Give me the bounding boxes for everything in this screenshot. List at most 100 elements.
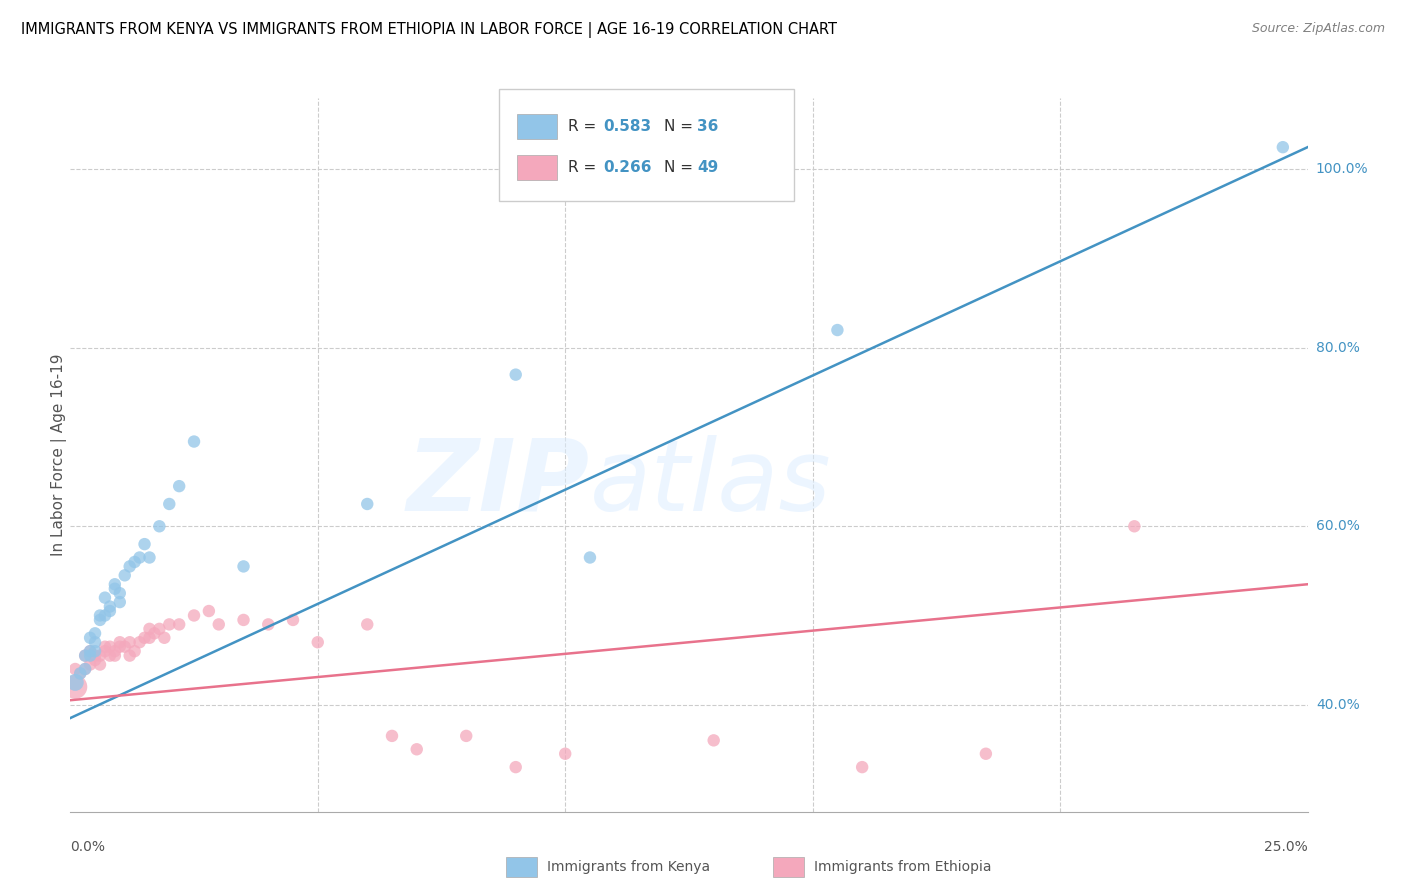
Point xyxy=(157,617,180,632)
Point xyxy=(94,608,117,623)
Point xyxy=(232,559,254,574)
Point xyxy=(98,604,121,618)
Point xyxy=(89,608,111,623)
Point xyxy=(118,559,141,574)
Point xyxy=(134,631,156,645)
Point xyxy=(104,648,127,663)
Text: 0.266: 0.266 xyxy=(603,160,651,175)
Point xyxy=(307,635,329,649)
Point xyxy=(128,635,150,649)
Point xyxy=(1271,140,1294,154)
Point xyxy=(148,519,170,533)
Point xyxy=(104,644,127,658)
Point xyxy=(79,657,101,672)
Point xyxy=(148,622,170,636)
Point xyxy=(198,604,221,618)
Point xyxy=(356,497,378,511)
Text: N =: N = xyxy=(664,119,697,134)
Point xyxy=(138,631,160,645)
Point xyxy=(79,648,101,663)
Point xyxy=(84,653,107,667)
Text: ZIP: ZIP xyxy=(406,435,591,532)
Point xyxy=(65,680,87,694)
Point xyxy=(183,608,205,623)
Point xyxy=(138,622,160,636)
Point xyxy=(69,666,91,681)
Text: 100.0%: 100.0% xyxy=(1316,162,1368,177)
Point xyxy=(505,760,527,774)
Point xyxy=(75,648,97,663)
Point xyxy=(118,635,141,649)
Point xyxy=(84,635,107,649)
Text: R =: R = xyxy=(568,119,602,134)
Point xyxy=(114,640,136,654)
Point xyxy=(118,648,141,663)
Text: 25.0%: 25.0% xyxy=(1264,840,1308,855)
Point xyxy=(124,644,146,658)
Point xyxy=(114,568,136,582)
Point xyxy=(94,644,117,658)
Point xyxy=(104,582,127,596)
Point xyxy=(98,599,121,614)
Point xyxy=(79,644,101,658)
Point xyxy=(94,640,117,654)
Point xyxy=(257,617,280,632)
Text: 60.0%: 60.0% xyxy=(1316,519,1360,533)
Point xyxy=(138,550,160,565)
Point xyxy=(208,617,231,632)
Text: IMMIGRANTS FROM KENYA VS IMMIGRANTS FROM ETHIOPIA IN LABOR FORCE | AGE 16-19 COR: IMMIGRANTS FROM KENYA VS IMMIGRANTS FROM… xyxy=(21,22,837,38)
Text: Immigrants from Kenya: Immigrants from Kenya xyxy=(547,860,710,874)
Point xyxy=(128,550,150,565)
Text: atlas: atlas xyxy=(591,435,831,532)
Point xyxy=(554,747,576,761)
Text: N =: N = xyxy=(664,160,697,175)
Point xyxy=(1123,519,1146,533)
Point xyxy=(153,631,176,645)
Point xyxy=(703,733,725,747)
Point xyxy=(98,648,121,663)
Point xyxy=(124,555,146,569)
Text: 80.0%: 80.0% xyxy=(1316,341,1360,355)
Point xyxy=(851,760,873,774)
Point xyxy=(405,742,427,756)
Point xyxy=(183,434,205,449)
Point xyxy=(579,550,602,565)
Point xyxy=(134,537,156,551)
Text: R =: R = xyxy=(568,160,602,175)
Text: 0.583: 0.583 xyxy=(603,119,651,134)
Point xyxy=(232,613,254,627)
Text: 49: 49 xyxy=(697,160,718,175)
Point xyxy=(84,626,107,640)
Point xyxy=(108,595,131,609)
Text: 36: 36 xyxy=(697,119,718,134)
Point xyxy=(89,613,111,627)
Point xyxy=(381,729,404,743)
Text: Source: ZipAtlas.com: Source: ZipAtlas.com xyxy=(1251,22,1385,36)
Point xyxy=(79,644,101,658)
Point xyxy=(143,626,166,640)
Point xyxy=(104,577,127,591)
Text: 0.0%: 0.0% xyxy=(70,840,105,855)
Point xyxy=(98,640,121,654)
Text: Immigrants from Ethiopia: Immigrants from Ethiopia xyxy=(814,860,991,874)
Point xyxy=(167,617,190,632)
Point xyxy=(108,640,131,654)
Point xyxy=(167,479,190,493)
Point xyxy=(79,631,101,645)
Point xyxy=(505,368,527,382)
Point xyxy=(827,323,849,337)
Point xyxy=(94,591,117,605)
Point xyxy=(65,662,87,676)
Point xyxy=(281,613,304,627)
Point xyxy=(89,648,111,663)
Point xyxy=(974,747,997,761)
Point xyxy=(84,648,107,663)
Point xyxy=(157,497,180,511)
Point xyxy=(456,729,478,743)
Point xyxy=(89,657,111,672)
Text: 40.0%: 40.0% xyxy=(1316,698,1360,712)
Point xyxy=(69,666,91,681)
Point xyxy=(84,644,107,658)
Point xyxy=(75,648,97,663)
Point xyxy=(75,662,97,676)
